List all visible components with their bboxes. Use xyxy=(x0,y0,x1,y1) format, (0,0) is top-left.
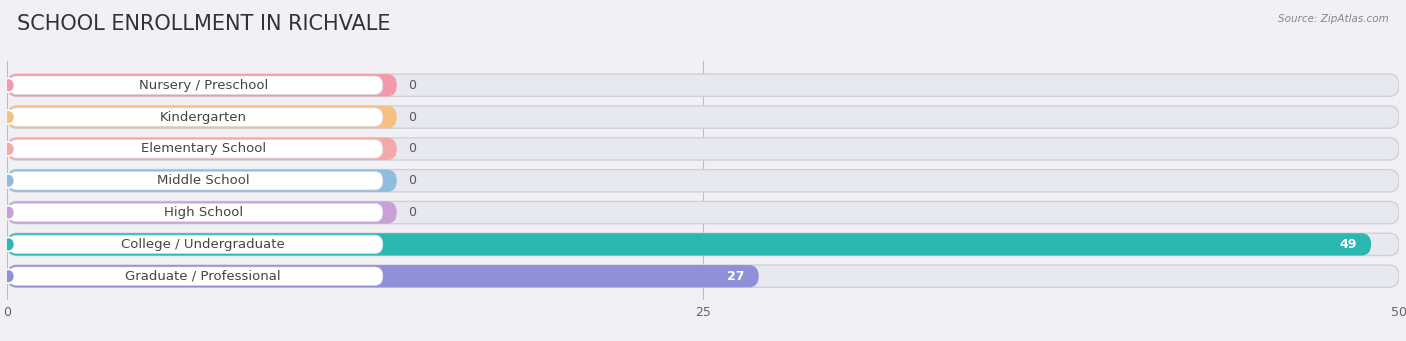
FancyBboxPatch shape xyxy=(7,233,1371,255)
FancyBboxPatch shape xyxy=(8,235,382,254)
Text: 0: 0 xyxy=(408,143,416,155)
Text: High School: High School xyxy=(163,206,243,219)
FancyBboxPatch shape xyxy=(8,140,382,158)
FancyBboxPatch shape xyxy=(7,169,396,192)
FancyBboxPatch shape xyxy=(7,106,396,128)
FancyBboxPatch shape xyxy=(7,74,396,97)
FancyBboxPatch shape xyxy=(8,108,382,126)
Text: College / Undergraduate: College / Undergraduate xyxy=(121,238,285,251)
Text: 49: 49 xyxy=(1340,238,1357,251)
FancyBboxPatch shape xyxy=(7,74,1399,97)
Circle shape xyxy=(3,142,14,156)
FancyBboxPatch shape xyxy=(7,138,396,160)
FancyBboxPatch shape xyxy=(8,267,382,285)
FancyBboxPatch shape xyxy=(8,203,382,222)
FancyBboxPatch shape xyxy=(8,76,382,94)
FancyBboxPatch shape xyxy=(7,265,1399,287)
Circle shape xyxy=(3,174,14,188)
Text: Source: ZipAtlas.com: Source: ZipAtlas.com xyxy=(1278,14,1389,24)
Circle shape xyxy=(3,110,14,124)
Text: Nursery / Preschool: Nursery / Preschool xyxy=(139,79,267,92)
Text: Middle School: Middle School xyxy=(157,174,249,187)
FancyBboxPatch shape xyxy=(7,169,1399,192)
Text: 0: 0 xyxy=(408,110,416,123)
FancyBboxPatch shape xyxy=(7,202,396,224)
FancyBboxPatch shape xyxy=(7,106,1399,128)
Text: Elementary School: Elementary School xyxy=(141,143,266,155)
FancyBboxPatch shape xyxy=(7,138,1399,160)
Text: 0: 0 xyxy=(408,174,416,187)
Circle shape xyxy=(3,269,14,283)
Text: 0: 0 xyxy=(408,206,416,219)
FancyBboxPatch shape xyxy=(7,265,759,287)
Text: SCHOOL ENROLLMENT IN RICHVALE: SCHOOL ENROLLMENT IN RICHVALE xyxy=(17,14,391,34)
FancyBboxPatch shape xyxy=(7,202,1399,224)
Text: 0: 0 xyxy=(408,79,416,92)
Circle shape xyxy=(3,237,14,251)
Text: Kindergarten: Kindergarten xyxy=(160,110,246,123)
FancyBboxPatch shape xyxy=(8,172,382,190)
Circle shape xyxy=(3,206,14,220)
Text: 27: 27 xyxy=(727,270,745,283)
Circle shape xyxy=(3,78,14,92)
FancyBboxPatch shape xyxy=(7,233,1399,255)
Text: Graduate / Professional: Graduate / Professional xyxy=(125,270,281,283)
